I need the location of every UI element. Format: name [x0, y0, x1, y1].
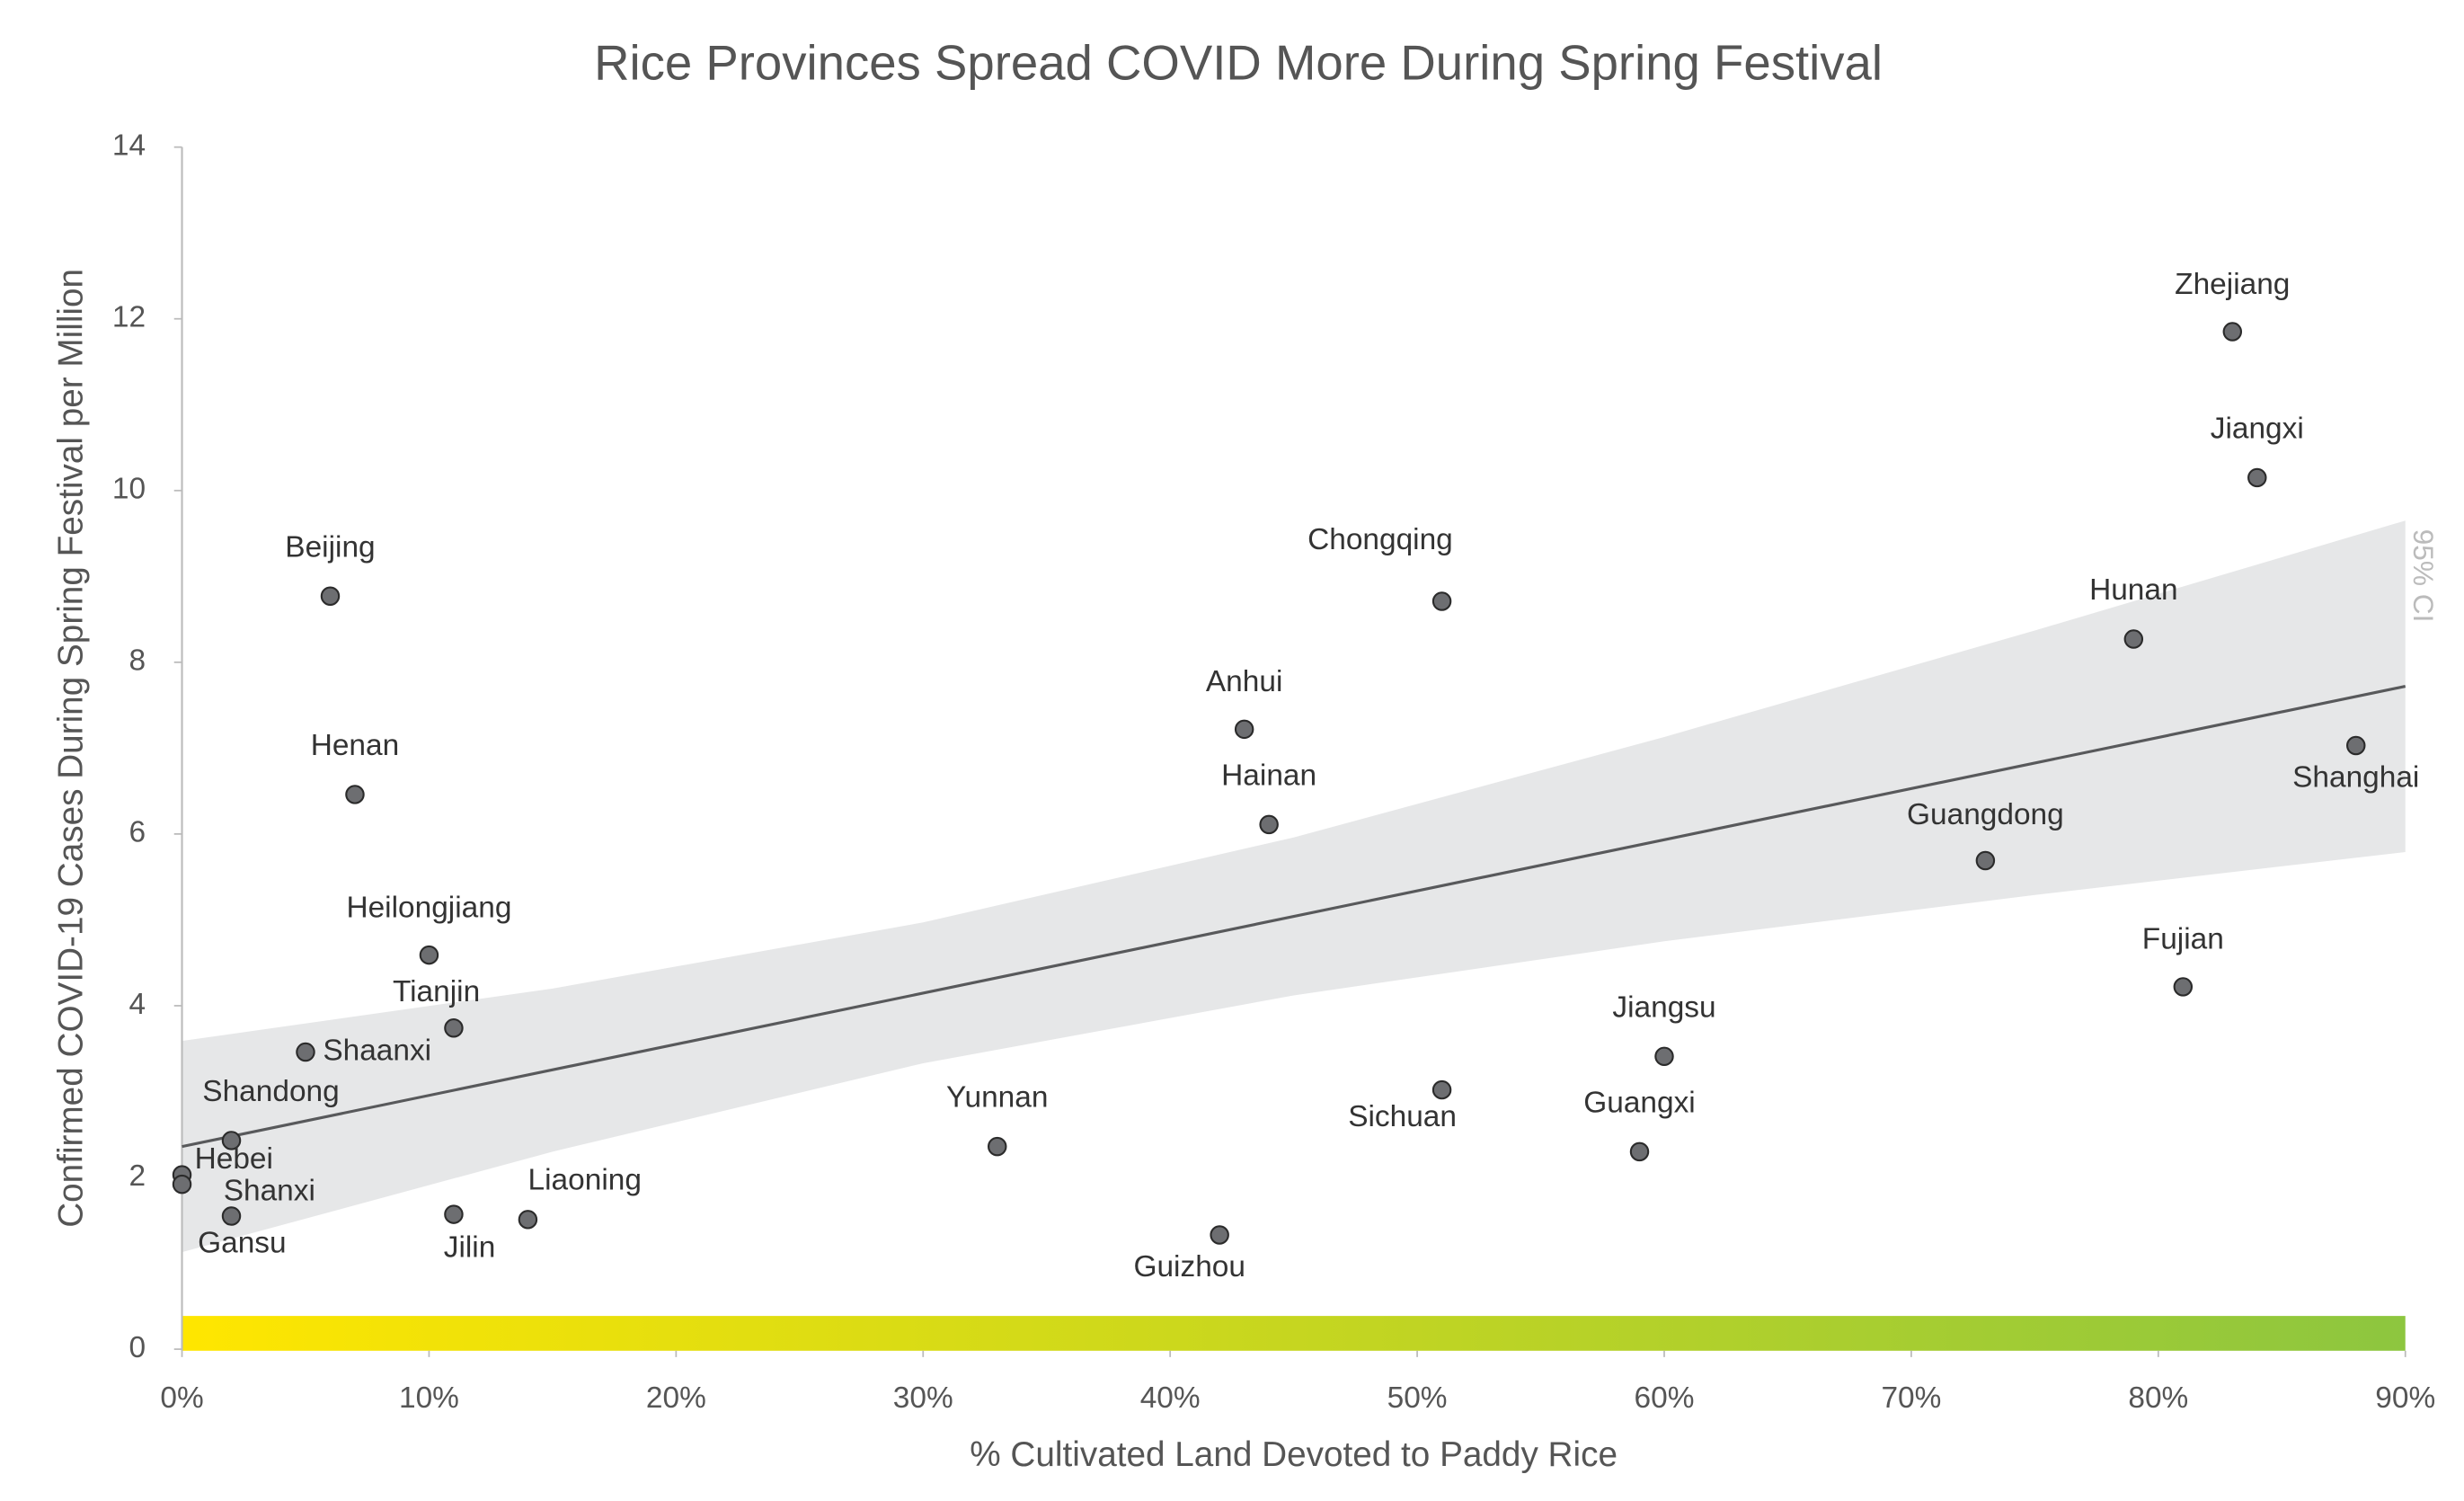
- point-label: Chongqing: [1307, 523, 1453, 556]
- data-point: [444, 1204, 464, 1224]
- x-tick-label: 90%: [2375, 1381, 2435, 1415]
- rice-gradient-bar: [182, 1316, 2406, 1351]
- point-label: Tianjin: [393, 975, 480, 1008]
- y-tick-label: 8: [129, 644, 146, 678]
- data-point: [1629, 1141, 1650, 1162]
- data-point: [345, 785, 365, 804]
- point-label: Jilin: [444, 1231, 496, 1265]
- y-tick-label: 6: [129, 816, 146, 849]
- y-tick-label: 0: [129, 1331, 146, 1364]
- data-point: [2247, 467, 2267, 488]
- x-tick-label: 50%: [1387, 1381, 1448, 1415]
- y-tick-label: 10: [112, 473, 146, 506]
- point-label: Heilongjiang: [346, 891, 511, 924]
- point-label: Sichuan: [1348, 1100, 1457, 1133]
- y-tick-label: 2: [129, 1159, 146, 1193]
- data-point: [1431, 1079, 1452, 1100]
- data-point: [1975, 850, 1996, 871]
- data-point: [518, 1210, 538, 1230]
- data-point: [1234, 719, 1254, 740]
- data-point: [2123, 629, 2144, 649]
- trend-line: [182, 685, 2406, 1149]
- point-label: Jiangxi: [2211, 412, 2304, 445]
- y-tick-label: 12: [112, 301, 146, 334]
- x-tick-label: 40%: [1140, 1381, 1201, 1415]
- data-point: [1259, 814, 1279, 835]
- data-point: [296, 1042, 315, 1062]
- data-point: [1431, 591, 1452, 611]
- point-label: Shaanxi: [323, 1034, 431, 1067]
- data-point: [221, 1206, 242, 1226]
- point-label: Zhejiang: [2175, 268, 2290, 301]
- point-label: Guangxi: [1583, 1086, 1695, 1119]
- data-point: [1210, 1225, 1229, 1245]
- y-axis-label: Confirmed COVID-19 Cases During Spring F…: [51, 269, 90, 1228]
- point-label: Shanxi: [224, 1174, 315, 1207]
- point-label: Gansu: [198, 1226, 286, 1259]
- y-tick-label: 4: [129, 988, 146, 1021]
- point-label: Hainan: [1221, 759, 1316, 792]
- point-label: Beijing: [285, 530, 375, 564]
- point-label: Jiangsu: [1612, 990, 1715, 1024]
- point-label: Guangdong: [1907, 798, 2064, 831]
- x-tick-label: 30%: [893, 1381, 953, 1415]
- data-point: [2222, 322, 2243, 342]
- x-tick-label: 20%: [646, 1381, 706, 1415]
- confidence-band: [182, 520, 2406, 1253]
- point-label: Shandong: [202, 1075, 339, 1108]
- ci-label: 95% CI: [2407, 529, 2440, 623]
- point-label: Yunnan: [946, 1081, 1048, 1115]
- data-point: [988, 1136, 1007, 1157]
- x-tick-label: 60%: [1635, 1381, 1695, 1415]
- point-label: Hebei: [195, 1142, 273, 1176]
- point-label: Liaoning: [528, 1163, 642, 1196]
- point-label: Guizhou: [1133, 1250, 1245, 1283]
- data-point: [1654, 1046, 1674, 1067]
- point-label: Shanghai: [2292, 760, 2419, 794]
- x-tick-label: 70%: [1881, 1381, 1941, 1415]
- data-point: [172, 1174, 192, 1195]
- x-tick-label: 10%: [399, 1381, 459, 1415]
- x-tick-label: 80%: [2128, 1381, 2188, 1415]
- point-label: Henan: [311, 729, 400, 762]
- x-axis-label: % Cultivated Land Devoted to Paddy Rice: [970, 1435, 1618, 1474]
- data-point: [419, 945, 439, 965]
- chart-title: Rice Provinces Spread COVID More During …: [594, 35, 1883, 90]
- data-point: [444, 1018, 464, 1038]
- data-point: [2173, 977, 2194, 997]
- data-point: [320, 586, 341, 607]
- y-tick-label: 14: [112, 129, 146, 162]
- point-label: Hunan: [2089, 573, 2178, 607]
- data-point: [2346, 735, 2366, 756]
- point-label: Anhui: [1206, 665, 1282, 698]
- data-point: [221, 1131, 242, 1150]
- point-label: Fujian: [2142, 923, 2224, 956]
- x-tick-label: 0%: [160, 1381, 203, 1415]
